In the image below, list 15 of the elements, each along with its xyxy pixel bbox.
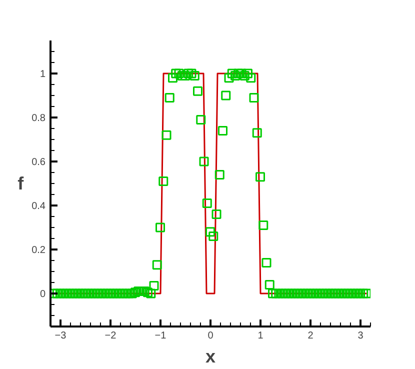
- x-tick-label: 3: [358, 330, 364, 342]
- y-tick-label: 0.2: [32, 245, 46, 256]
- x-axis-title: x: [205, 346, 216, 366]
- y-tick-label: 0: [40, 289, 46, 300]
- x-tick-label: 1: [258, 330, 264, 342]
- y-tick-label: 0.4: [32, 201, 46, 212]
- y-tick-label: 1: [40, 69, 46, 80]
- x-tick-label: −2: [104, 330, 117, 342]
- x-tick-label: −3: [54, 330, 67, 342]
- x-tick-label: 2: [308, 330, 314, 342]
- x-tick-label: 0: [208, 330, 214, 342]
- y-axis-title: f: [18, 174, 25, 194]
- y-tick-label: 0.8: [32, 113, 46, 124]
- y-tick-label: 0.6: [32, 157, 46, 168]
- x-tick-label: −1: [154, 330, 167, 342]
